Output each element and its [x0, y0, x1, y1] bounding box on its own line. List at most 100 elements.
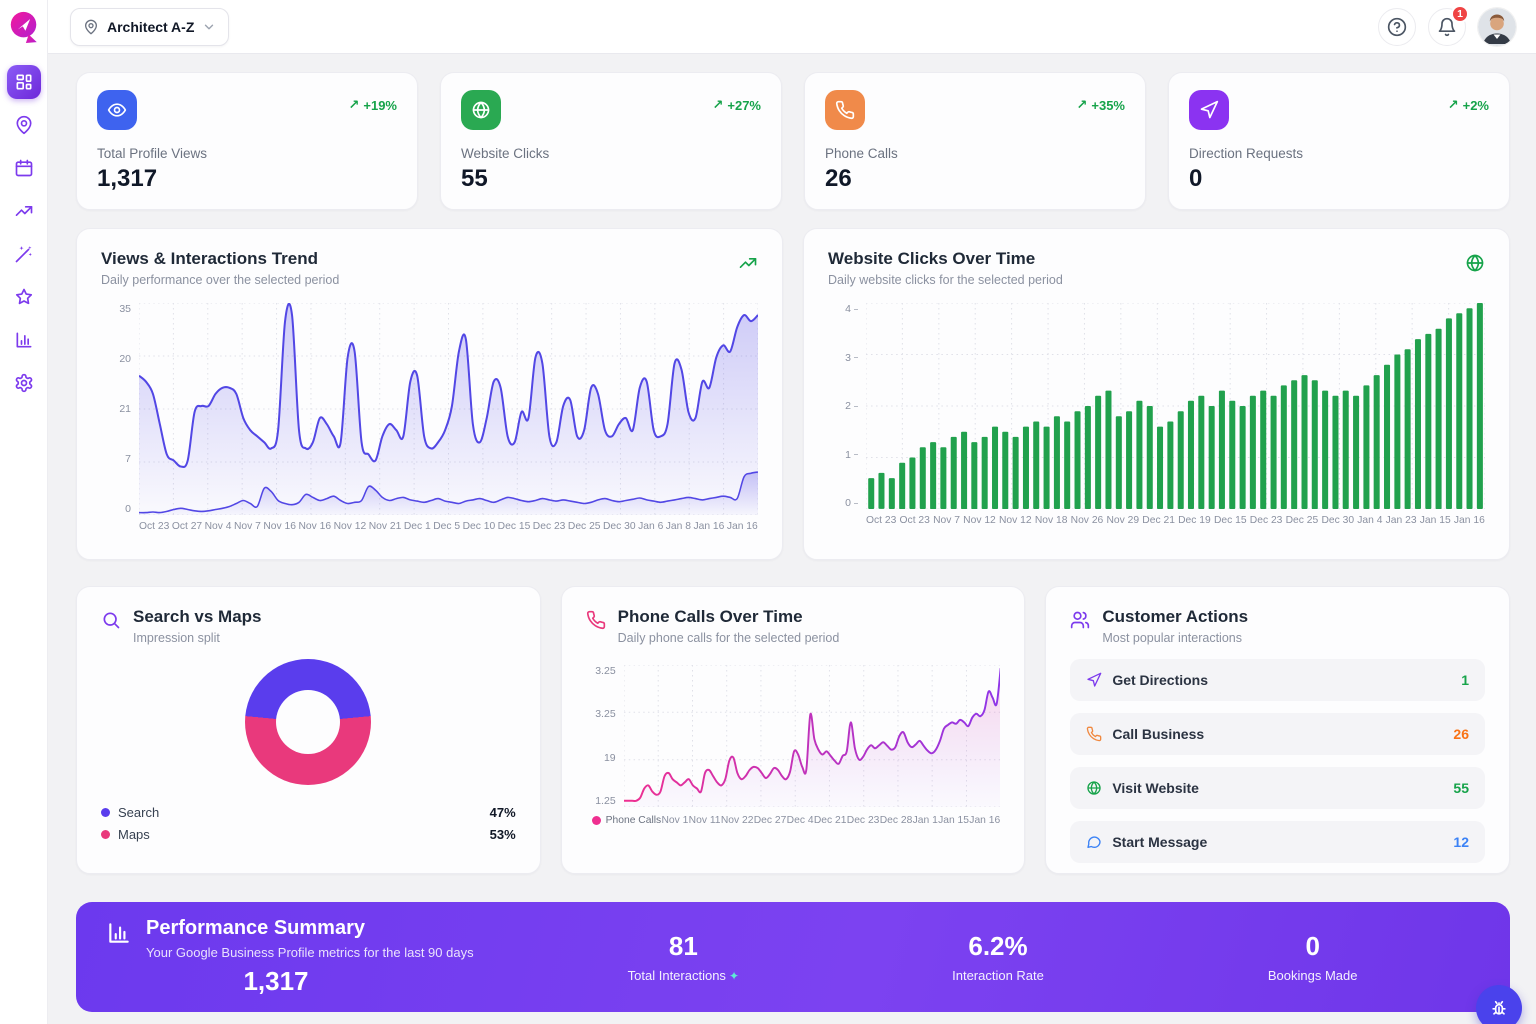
- bug-icon: [1489, 998, 1509, 1018]
- legend-dot: [101, 807, 110, 817]
- avatar-image: [1478, 7, 1516, 46]
- axis-tick: Nov 18: [1034, 515, 1068, 526]
- axis-tick: Dec 23: [846, 815, 880, 826]
- axis-tick: 2: [845, 400, 858, 412]
- sidebar-item-calendar[interactable]: [7, 151, 41, 185]
- axis-tick: Dec 15: [1213, 515, 1247, 526]
- axis-tick: Jan 16: [693, 521, 725, 532]
- dashboard-content: ↗ +19% Total Profile Views 1,317 ↗ +27% …: [48, 54, 1536, 1024]
- banner-metrics: 81 Total Interactions ✦ 6.2% Interaction …: [526, 931, 1470, 983]
- legend-label: Search: [118, 804, 160, 820]
- action-row-get-directions[interactable]: Get Directions 1: [1070, 659, 1485, 701]
- axis-tick: Dec 1: [403, 521, 431, 532]
- sidebar-item-settings[interactable]: [7, 366, 41, 400]
- axis-tick: Nov 26: [1070, 515, 1104, 526]
- phone-calls-card: Phone Calls Over Time Daily phone calls …: [560, 586, 1026, 874]
- debug-fab-button[interactable]: [1476, 985, 1522, 1024]
- customer-actions-list: Get Directions 1 Call Business 26 Visit …: [1070, 659, 1485, 863]
- card-title: Search vs Maps: [133, 607, 262, 626]
- stat-label: Website Clicks: [461, 146, 550, 161]
- gear-icon: [14, 373, 34, 393]
- axis-tick: Nov 22: [720, 815, 754, 826]
- calendar-icon: [14, 158, 34, 178]
- top-bar: Architect A-Z 1: [48, 0, 1536, 54]
- globe-icon: [1465, 253, 1485, 273]
- sidebar-item-dashboard[interactable]: [6, 65, 41, 99]
- stat-card-direction-requests: ↗ +2% Direction Requests 0: [1168, 72, 1510, 210]
- stat-label: Total Profile Views: [97, 146, 208, 161]
- plot-area: [623, 665, 1001, 807]
- stat-value: 1,317: [97, 165, 158, 192]
- metric-label: Total Interactions ✦: [627, 968, 739, 983]
- axis-tick: Nov 16: [298, 521, 332, 532]
- trending-up-icon: [14, 201, 34, 221]
- website-clicks-card: Website Clicks Over Time Daily website c…: [803, 228, 1510, 560]
- sparkle-icon: ✦: [728, 969, 739, 983]
- action-label: Visit Website: [1112, 780, 1199, 796]
- legend-label: Maps: [118, 826, 150, 842]
- axis-tick: Dec 30: [603, 521, 636, 532]
- legend-item-maps: Maps 53%: [101, 823, 516, 845]
- stat-value: 55: [461, 165, 488, 192]
- axis-tick: 21: [119, 403, 131, 415]
- sidebar-item-performance[interactable]: [7, 194, 41, 228]
- axis-tick: Dec 21: [813, 815, 847, 826]
- navigation-icon: [1189, 90, 1229, 130]
- axis-tick: Jan 16: [1453, 515, 1485, 526]
- location-selector[interactable]: Architect A-Z: [70, 7, 230, 46]
- action-value: 55: [1453, 780, 1469, 796]
- sidebar-item-locations[interactable]: [7, 108, 41, 142]
- stat-value: 26: [825, 165, 852, 192]
- app-logo[interactable]: [7, 9, 41, 45]
- legend-value: 53%: [489, 826, 516, 842]
- action-value: 12: [1453, 834, 1469, 850]
- sidebar-item-magic-tools[interactable]: [7, 237, 41, 271]
- axis-tick: Nov 4: [204, 521, 232, 532]
- axis-tick: Nov 12: [333, 521, 367, 532]
- map-pin-icon: [14, 115, 34, 135]
- legend-dot: [591, 816, 601, 825]
- stat-change: ↗ +35%: [1076, 97, 1125, 113]
- metric-bookings-made: 0 Bookings Made: [1155, 931, 1470, 983]
- axis-tick: Jan 16: [726, 521, 758, 532]
- axis-tick: Nov 7: [933, 515, 960, 526]
- sidebar-item-analytics[interactable]: [7, 323, 41, 357]
- metric-value: 81: [668, 931, 698, 961]
- axis-tick: Nov 1: [661, 815, 689, 826]
- notifications-button[interactable]: 1: [1428, 4, 1469, 46]
- map-pin-icon: [83, 19, 99, 35]
- legend-value: 47%: [489, 804, 516, 820]
- axis-tick: 3.25: [595, 665, 616, 677]
- bar-chart-icon: [106, 920, 132, 946]
- card-subtitle: Daily phone calls for the selected perio…: [617, 631, 840, 645]
- help-button[interactable]: [1378, 7, 1416, 46]
- axis-tick: 1.25: [595, 794, 616, 807]
- x-axis: Oct 23 Oct 23 Nov 7 Nov 12 Nov 12 Nov 18 Nov 2…: [866, 515, 1485, 526]
- x-axis: Oct 23 Oct 27 Nov 4 Nov 7 Nov 16 Nov 16 Nov 12…: [139, 521, 758, 532]
- users-icon: [1070, 610, 1090, 630]
- axis-tick: 3: [845, 352, 858, 364]
- axis-tick: 19: [603, 751, 616, 764]
- action-row-visit-website[interactable]: Visit Website 55: [1070, 767, 1485, 809]
- search-vs-maps-donut: [245, 659, 372, 785]
- axis-tick: Dec 25: [1285, 515, 1319, 526]
- action-row-call-business[interactable]: Call Business 26: [1070, 713, 1485, 755]
- customer-actions-card: Customer Actions Most popular interactio…: [1045, 586, 1510, 874]
- axis-tick: Jan 8: [665, 521, 691, 532]
- axis-tick: Jan 4: [1357, 515, 1383, 526]
- axis-tick: Nov 16: [263, 521, 297, 532]
- notification-badge: 1: [1451, 4, 1469, 23]
- axis-tick: 20: [119, 353, 131, 365]
- action-label: Call Business: [1112, 726, 1205, 742]
- stat-label: Direction Requests: [1189, 146, 1304, 161]
- axis-tick: Oct 23: [866, 515, 897, 526]
- user-avatar[interactable]: [1478, 7, 1516, 46]
- sidebar-item-reviews[interactable]: [7, 280, 41, 314]
- search-icon: [101, 610, 121, 630]
- card-subtitle: Most popular interactions: [1102, 631, 1242, 645]
- axis-tick: 1: [845, 449, 858, 461]
- action-row-start-message[interactable]: Start Message 12: [1070, 821, 1485, 863]
- metric-label: Bookings Made: [1267, 968, 1358, 983]
- action-value: 26: [1453, 726, 1469, 742]
